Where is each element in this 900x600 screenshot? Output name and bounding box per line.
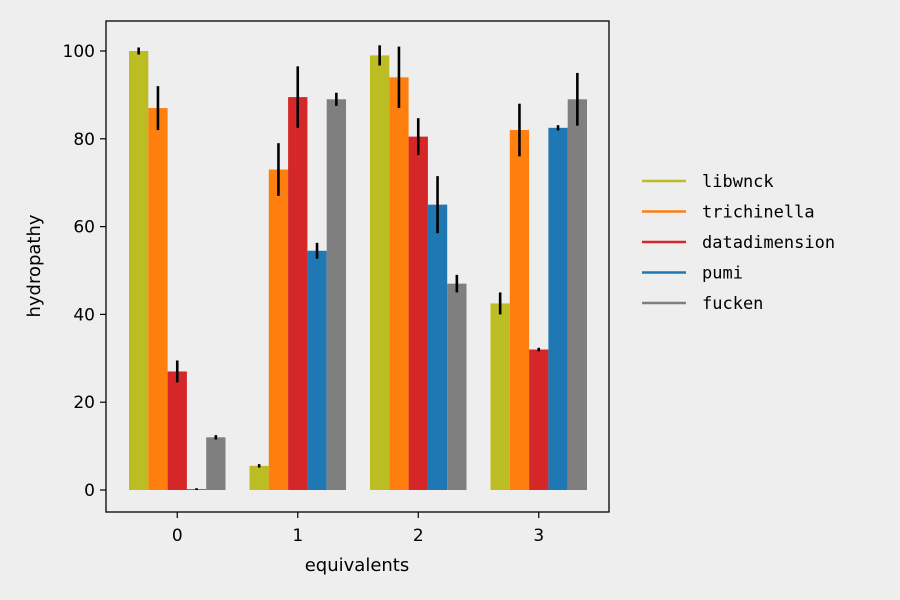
bar-datadimension-3 (529, 349, 549, 490)
bar-pumi-1 (307, 250, 327, 490)
legend: libwnck trichinella datadimension pumi fucke… (642, 172, 835, 314)
bar-trichinella-3 (509, 130, 530, 490)
y-tick-label: 80 (73, 130, 95, 150)
y-tick-label: 40 (73, 305, 95, 325)
legend-label-trichinella: trichinella (702, 203, 815, 223)
error-bars-layer (137, 45, 579, 490)
bars-layer (129, 51, 587, 491)
bar-libwnck-3 (490, 303, 510, 490)
bar-fucken-1 (326, 99, 346, 490)
bar-datadimension-0 (167, 371, 187, 490)
bar-trichinella-0 (148, 108, 168, 490)
y-axis-ticks: 0 20 40 60 80 100 (63, 42, 106, 501)
x-axis-label: equivalents (305, 555, 410, 576)
legend-label-datadimension: datadimension (702, 233, 835, 253)
y-axis-label: hydropathy (24, 214, 45, 317)
legend-label-pumi: pumi (702, 264, 743, 284)
y-tick-label: 100 (63, 42, 95, 62)
bar-libwnck-2 (370, 55, 390, 490)
bar-fucken-0 (206, 437, 226, 490)
bar-pumi-2 (427, 204, 448, 490)
x-tick-label: 3 (533, 526, 544, 546)
bar-pumi-3 (548, 127, 568, 490)
bar-trichinella-2 (389, 77, 409, 490)
bar-fucken-3 (567, 99, 587, 490)
x-tick-label: 0 (172, 526, 183, 546)
y-tick-label: 20 (73, 393, 95, 413)
legend-label-fucken: fucken (702, 294, 763, 314)
y-tick-label: 0 (84, 481, 95, 501)
x-tick-label: 1 (292, 526, 303, 546)
bar-libwnck-0 (129, 51, 149, 490)
y-tick-label: 60 (73, 218, 95, 238)
legend-label-libwnck: libwnck (702, 172, 774, 192)
bar-libwnck-1 (249, 465, 269, 490)
bar-trichinella-1 (268, 169, 289, 490)
bar-fucken-2 (447, 283, 467, 490)
bar-datadimension-1 (288, 97, 308, 490)
bar-datadimension-2 (408, 136, 428, 491)
x-tick-label: 2 (413, 526, 424, 546)
plot-frame (105, 20, 610, 513)
x-axis-ticks: 0 1 2 3 (172, 512, 544, 546)
